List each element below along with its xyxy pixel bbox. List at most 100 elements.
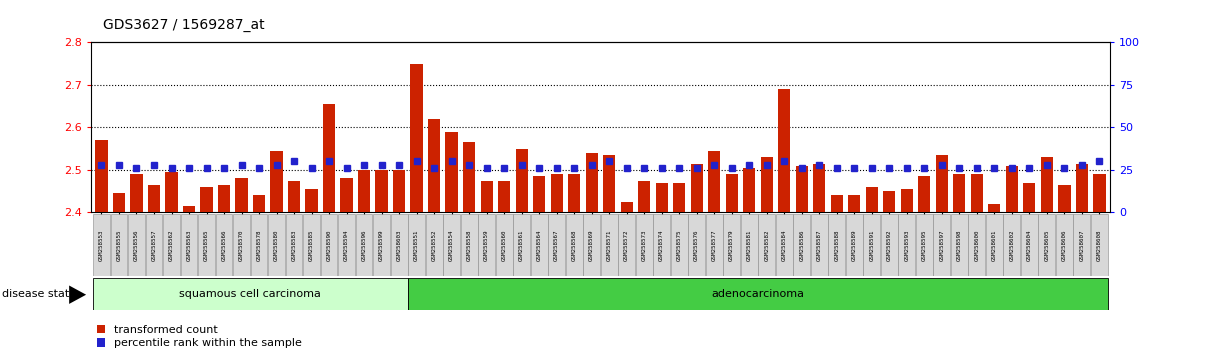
FancyBboxPatch shape <box>251 214 267 276</box>
Bar <box>603 155 615 212</box>
FancyBboxPatch shape <box>409 214 425 276</box>
Text: GSM258575: GSM258575 <box>677 229 682 261</box>
Bar <box>1041 157 1053 212</box>
Text: GSM258568: GSM258568 <box>571 229 576 261</box>
Bar <box>1093 174 1105 212</box>
FancyBboxPatch shape <box>899 214 916 276</box>
FancyBboxPatch shape <box>776 214 792 276</box>
FancyBboxPatch shape <box>1021 214 1038 276</box>
Text: GSM258606: GSM258606 <box>1061 229 1067 261</box>
Text: GSM258576: GSM258576 <box>694 229 699 261</box>
Bar <box>744 168 756 212</box>
FancyBboxPatch shape <box>758 214 775 276</box>
Text: GSM258555: GSM258555 <box>116 229 121 261</box>
FancyBboxPatch shape <box>1074 214 1090 276</box>
Bar <box>901 189 913 212</box>
FancyBboxPatch shape <box>1003 214 1020 276</box>
Bar <box>1024 183 1036 212</box>
Bar <box>621 202 633 212</box>
Text: GSM258595: GSM258595 <box>922 229 927 261</box>
Text: GSM258574: GSM258574 <box>659 229 665 261</box>
FancyBboxPatch shape <box>968 214 985 276</box>
Bar <box>165 172 177 212</box>
Bar <box>480 181 492 212</box>
Bar <box>183 206 195 212</box>
FancyBboxPatch shape <box>426 214 443 276</box>
Text: squamous cell carcinoma: squamous cell carcinoma <box>180 289 321 299</box>
FancyBboxPatch shape <box>671 214 688 276</box>
FancyBboxPatch shape <box>951 214 968 276</box>
FancyBboxPatch shape <box>916 214 933 276</box>
FancyBboxPatch shape <box>320 214 337 276</box>
Text: GSM258604: GSM258604 <box>1027 229 1032 261</box>
Text: GSM258608: GSM258608 <box>1097 229 1101 261</box>
Bar <box>935 155 947 212</box>
Text: disease state: disease state <box>2 289 76 299</box>
Bar <box>813 164 825 212</box>
Bar <box>673 183 685 212</box>
FancyBboxPatch shape <box>531 214 547 276</box>
Bar <box>306 189 318 212</box>
FancyBboxPatch shape <box>619 214 636 276</box>
Text: GSM258589: GSM258589 <box>852 229 856 261</box>
Text: GSM258564: GSM258564 <box>536 229 542 261</box>
FancyBboxPatch shape <box>723 214 740 276</box>
FancyBboxPatch shape <box>986 214 1003 276</box>
Text: GSM258582: GSM258582 <box>764 229 769 261</box>
Text: GSM258588: GSM258588 <box>835 229 839 261</box>
Bar <box>551 174 563 212</box>
FancyBboxPatch shape <box>934 214 950 276</box>
Bar <box>778 89 791 212</box>
FancyBboxPatch shape <box>443 214 460 276</box>
Text: GSM258603: GSM258603 <box>397 229 402 261</box>
Text: GSM258601: GSM258601 <box>992 229 997 261</box>
FancyBboxPatch shape <box>845 214 862 276</box>
Bar <box>463 142 475 212</box>
Text: GSM258584: GSM258584 <box>781 229 787 261</box>
FancyBboxPatch shape <box>146 214 163 276</box>
FancyBboxPatch shape <box>881 214 898 276</box>
Bar <box>287 181 300 212</box>
Text: GSM258552: GSM258552 <box>432 229 437 261</box>
Bar <box>1076 164 1088 212</box>
FancyBboxPatch shape <box>338 214 355 276</box>
FancyBboxPatch shape <box>181 214 198 276</box>
Bar <box>883 191 895 212</box>
Text: GSM258597: GSM258597 <box>939 229 945 261</box>
FancyBboxPatch shape <box>93 214 110 276</box>
Legend: transformed count, percentile rank within the sample: transformed count, percentile rank withi… <box>97 325 302 348</box>
Bar <box>1058 185 1071 212</box>
FancyBboxPatch shape <box>864 214 881 276</box>
FancyBboxPatch shape <box>1038 214 1055 276</box>
Text: GSM258581: GSM258581 <box>747 229 752 261</box>
FancyBboxPatch shape <box>163 214 180 276</box>
Text: GSM258569: GSM258569 <box>590 229 594 261</box>
FancyBboxPatch shape <box>268 214 285 276</box>
Bar <box>1006 166 1018 212</box>
FancyBboxPatch shape <box>565 214 582 276</box>
Text: GSM258607: GSM258607 <box>1080 229 1084 261</box>
Polygon shape <box>69 285 86 304</box>
Text: GSM258600: GSM258600 <box>974 229 979 261</box>
FancyBboxPatch shape <box>129 214 144 276</box>
Text: GSM258558: GSM258558 <box>467 229 472 261</box>
Text: GSM258587: GSM258587 <box>816 229 821 261</box>
Bar <box>516 149 528 212</box>
Bar <box>989 204 1001 212</box>
Text: GSM258571: GSM258571 <box>606 229 611 261</box>
Bar <box>130 174 143 212</box>
Bar <box>953 174 966 212</box>
FancyBboxPatch shape <box>654 214 670 276</box>
Text: GSM258580: GSM258580 <box>274 229 279 261</box>
Bar <box>323 104 335 212</box>
Text: GSM258573: GSM258573 <box>642 229 647 261</box>
FancyBboxPatch shape <box>513 214 530 276</box>
Text: GSM258596: GSM258596 <box>361 229 366 261</box>
FancyBboxPatch shape <box>706 214 723 276</box>
Text: GSM258593: GSM258593 <box>905 229 910 261</box>
Bar <box>499 181 511 212</box>
Text: GSM258594: GSM258594 <box>344 229 349 261</box>
Text: GSM258559: GSM258559 <box>484 229 489 261</box>
Text: GSM258551: GSM258551 <box>414 229 420 261</box>
Text: GSM258567: GSM258567 <box>554 229 559 261</box>
